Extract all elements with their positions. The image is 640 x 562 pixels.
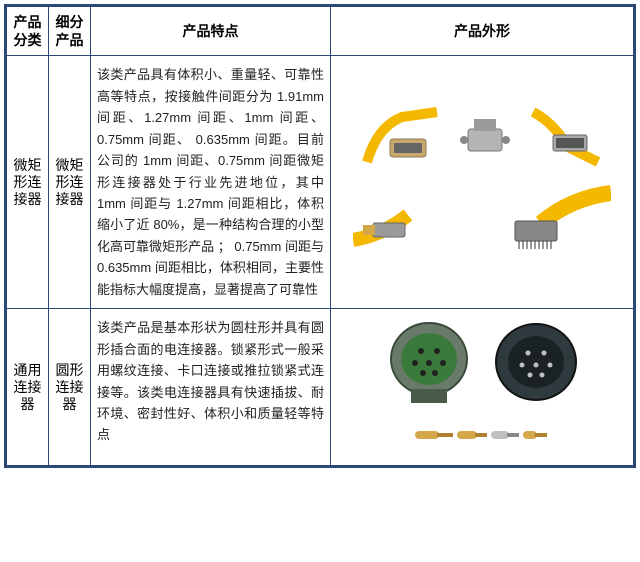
cell-features-1: 该类产品是基本形状为圆柱形并具有圆形插合面的电连接器。锁紧形式一般采用螺纹连接、… <box>91 309 331 466</box>
connector-pins-icon <box>407 417 557 457</box>
cell-category-1: 通用连接器 <box>7 309 49 466</box>
connector-gold2-icon <box>353 185 473 255</box>
table-row: 微矩形连接器 微矩形连接器 该类产品具有体积小、重量轻、可靠性高等特点，按接触件… <box>7 56 634 309</box>
circular-connector-dark-icon <box>484 317 584 407</box>
circular-connector-group <box>339 317 625 457</box>
cell-category-0: 微矩形连接器 <box>7 56 49 309</box>
product-table-container: 产品分类 细分产品 产品特点 产品外形 微矩形连接器 微矩形连接器 该类产品具有… <box>4 4 636 468</box>
cell-image-1 <box>331 309 634 466</box>
cell-image-0 <box>331 56 634 309</box>
connector-gray1-icon <box>450 109 520 164</box>
product-table: 产品分类 细分产品 产品特点 产品外形 微矩形连接器 微矩形连接器 该类产品具有… <box>6 6 634 466</box>
cell-features-0: 该类产品具有体积小、重量轻、可靠性高等特点，按接触件间距分为 1.91mm 间距… <box>91 56 331 309</box>
header-subcategory: 细分产品 <box>49 7 91 56</box>
cell-subcategory-0: 微矩形连接器 <box>49 56 91 309</box>
header-features: 产品特点 <box>91 7 331 56</box>
header-appearance: 产品外形 <box>331 7 634 56</box>
connector-gray3-icon <box>481 183 611 258</box>
header-category: 产品分类 <box>7 7 49 56</box>
connector-gray2-icon <box>528 107 603 167</box>
connector-gold-icon <box>362 107 442 167</box>
table-row: 通用连接器 圆形连接器 该类产品是基本形状为圆柱形并具有圆形插合面的电连接器。锁… <box>7 309 634 466</box>
table-header-row: 产品分类 细分产品 产品特点 产品外形 <box>7 7 634 56</box>
circular-connector-green-icon <box>381 317 476 407</box>
cell-subcategory-1: 圆形连接器 <box>49 309 91 466</box>
micro-rect-connector-group <box>339 107 625 258</box>
